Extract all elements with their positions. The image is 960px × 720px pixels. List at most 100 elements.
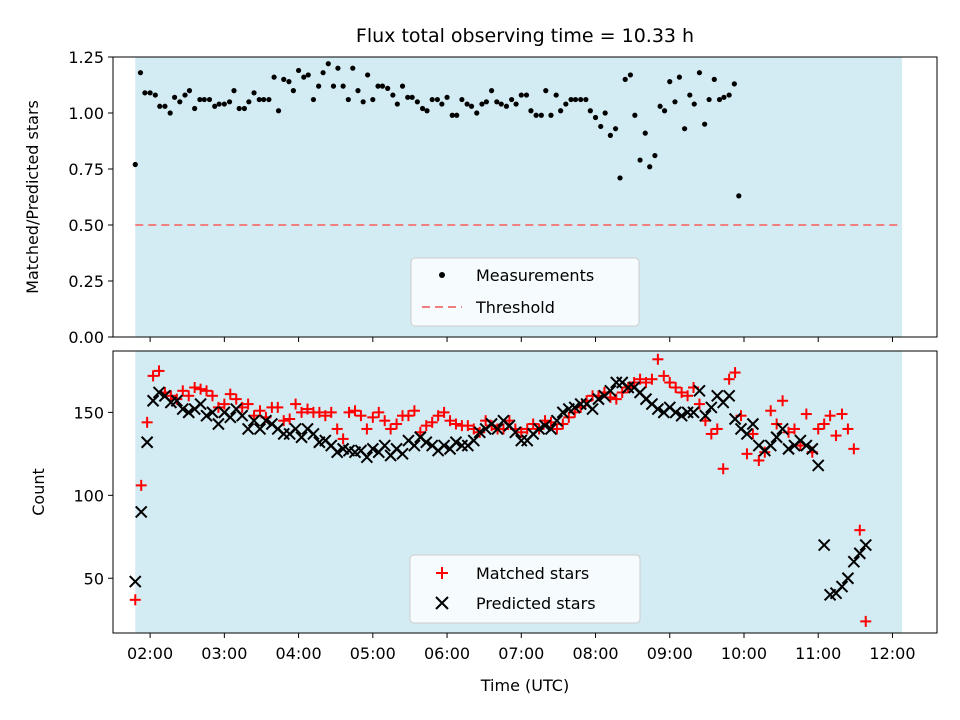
predicted-star-point bbox=[129, 575, 142, 588]
measurement-point bbox=[702, 121, 708, 127]
measurement-point bbox=[167, 110, 173, 116]
matched-star-point bbox=[183, 390, 195, 402]
bottom-x-tick-label: 10:00 bbox=[721, 644, 767, 663]
matched-star-point bbox=[658, 370, 670, 382]
measurement-point bbox=[286, 79, 292, 85]
measurement-point bbox=[212, 103, 218, 109]
predicted-star-point-b bbox=[247, 414, 261, 427]
measurement-point bbox=[553, 92, 559, 98]
matched-star-point bbox=[426, 416, 438, 428]
measurement-point bbox=[503, 103, 510, 109]
predicted-star-point bbox=[176, 402, 189, 416]
measurement-point bbox=[568, 96, 574, 103]
measurement-point bbox=[657, 103, 663, 109]
predicted-star-point bbox=[152, 386, 166, 399]
matched-star-point bbox=[729, 367, 741, 379]
predicted-star-point bbox=[509, 426, 522, 439]
measurement-point bbox=[251, 90, 257, 96]
predicted-star-point-b bbox=[509, 426, 522, 439]
predicted-star-point-b bbox=[776, 422, 789, 436]
matched-star-point bbox=[313, 406, 325, 418]
matched-star-point bbox=[747, 428, 759, 440]
measurement-point bbox=[706, 96, 712, 103]
measurement-point bbox=[439, 101, 445, 107]
predicted-star-point-b bbox=[806, 442, 819, 456]
measurement-point bbox=[572, 96, 579, 103]
measurement-point bbox=[578, 96, 584, 103]
predicted-star-point-b bbox=[200, 409, 213, 422]
predicted-star-point-b bbox=[360, 450, 374, 464]
predicted-star-point-b bbox=[544, 422, 558, 436]
top-y-tick-label: 0.25 bbox=[68, 272, 104, 291]
predicted-star-point bbox=[420, 436, 433, 449]
predicted-star-point bbox=[705, 401, 718, 414]
measurement-point bbox=[696, 70, 703, 76]
count-points bbox=[129, 353, 872, 627]
measurement-point bbox=[206, 96, 213, 103]
measurement-point bbox=[355, 88, 361, 94]
measurement-point bbox=[365, 72, 371, 78]
matched-star-point bbox=[860, 615, 872, 627]
predicted-star-point bbox=[206, 406, 219, 419]
predicted-star-point bbox=[776, 422, 789, 436]
bottom-legend: Matched stars Predicted stars bbox=[409, 554, 641, 624]
predicted-star-point bbox=[841, 572, 855, 585]
measurement-point bbox=[316, 83, 322, 89]
predicted-star-point-b bbox=[135, 505, 148, 519]
predicted-star-point-b bbox=[633, 386, 647, 399]
predicted-star-point-b bbox=[235, 409, 249, 422]
predicted-star-point bbox=[295, 431, 308, 444]
matched-star-point bbox=[676, 386, 688, 398]
bottom-x-tick-label: 05:00 bbox=[350, 644, 396, 663]
predicted-star-point-b bbox=[378, 439, 391, 452]
bottom-y-tick-label: 50 bbox=[84, 569, 104, 588]
measurement-point bbox=[216, 101, 222, 107]
measurement-point bbox=[454, 112, 460, 118]
matched-star-point bbox=[319, 410, 331, 422]
measurement-point bbox=[390, 92, 396, 98]
matched-star-point bbox=[432, 410, 444, 422]
predicted-star-point-b bbox=[325, 439, 338, 452]
predicted-star-point bbox=[687, 406, 700, 419]
bottom-y-tick-label: 150 bbox=[73, 403, 104, 422]
measurement-point bbox=[444, 94, 450, 100]
measurement-point bbox=[226, 99, 233, 105]
measurement-point bbox=[246, 99, 252, 105]
predicted-star-point bbox=[247, 414, 261, 427]
measurement-point bbox=[405, 94, 411, 100]
measurement-point bbox=[375, 83, 381, 89]
predicted-star-point bbox=[817, 538, 831, 552]
predicted-star-point-b bbox=[859, 538, 872, 552]
top-y-tick-label: 1.00 bbox=[68, 104, 104, 123]
matched-star-point bbox=[646, 373, 658, 385]
measurement-point bbox=[647, 164, 653, 170]
legend-marker-matched-stars bbox=[436, 567, 448, 579]
measurement-point bbox=[558, 108, 564, 114]
measurement-point bbox=[385, 85, 391, 91]
predicted-star-point-b bbox=[556, 406, 570, 419]
top-x-ticks bbox=[149, 337, 893, 342]
predicted-star-point bbox=[728, 412, 742, 426]
matched-star-point bbox=[153, 365, 165, 377]
measurement-point bbox=[172, 94, 178, 100]
predicted-star-point-b bbox=[295, 431, 308, 444]
predicted-star-point-b bbox=[699, 409, 712, 422]
matched-star-point bbox=[201, 385, 213, 397]
measurement-point bbox=[479, 101, 485, 107]
measurement-point bbox=[652, 152, 658, 159]
matched-star-point bbox=[788, 423, 800, 435]
measurement-point bbox=[538, 112, 544, 118]
measurement-point bbox=[325, 61, 331, 67]
predicted-star-point bbox=[140, 436, 154, 449]
predicted-star-point bbox=[253, 422, 267, 436]
matched-star-point bbox=[373, 406, 385, 418]
matched-star-point bbox=[367, 411, 379, 423]
bottom-axes-frame bbox=[112, 350, 938, 634]
measurement-point bbox=[137, 70, 144, 76]
matched-star-point bbox=[230, 393, 242, 405]
measurement-point bbox=[301, 74, 307, 80]
predicted-star-point-b bbox=[473, 426, 486, 439]
predicted-star-point bbox=[550, 414, 564, 427]
predicted-star-point bbox=[806, 442, 819, 456]
